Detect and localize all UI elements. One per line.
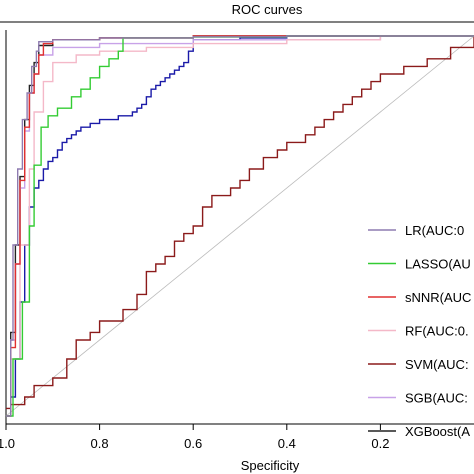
x-axis-label: Specificity: [241, 458, 300, 473]
x-tick-label-1: 0.8: [91, 436, 109, 451]
reference-diagonal: [5, 35, 474, 417]
x-tick-label-4: 0.2: [371, 436, 389, 451]
series-line-3: [6, 35, 474, 417]
series-line-7: [6, 35, 474, 417]
legend-label-5: SGB(AUC:: [405, 391, 468, 406]
x-axis: 1.0 0.8 0.6 0.4 0.2: [0, 424, 389, 451]
legend: LR(AUC:0 LASSO(AU sNNR(AUC RF(AUC:0. SVM(AUC…: [368, 223, 471, 439]
legend-label-4: SVM(AUC:: [405, 357, 469, 372]
legend-label-3: RF(AUC:0.: [405, 324, 469, 339]
reference-line: [5, 35, 474, 417]
legend-label-1: LASSO(AU: [405, 257, 471, 272]
plot-frame: [5, 30, 474, 425]
legend-label-6: XGBoost(A: [405, 424, 470, 439]
legend-label-0: LR(AUC:0: [405, 223, 464, 238]
x-tick-label-0: 1.0: [0, 436, 15, 451]
x-tick-label-3: 0.4: [278, 436, 296, 451]
x-tick-label-2: 0.6: [184, 436, 202, 451]
series-line-0: [6, 35, 474, 417]
series-line-4: [6, 36, 474, 410]
legend-label-2: sNNR(AUC: [405, 290, 471, 305]
series-layer: [6, 35, 474, 417]
chart-title: ROC curves: [232, 2, 303, 17]
